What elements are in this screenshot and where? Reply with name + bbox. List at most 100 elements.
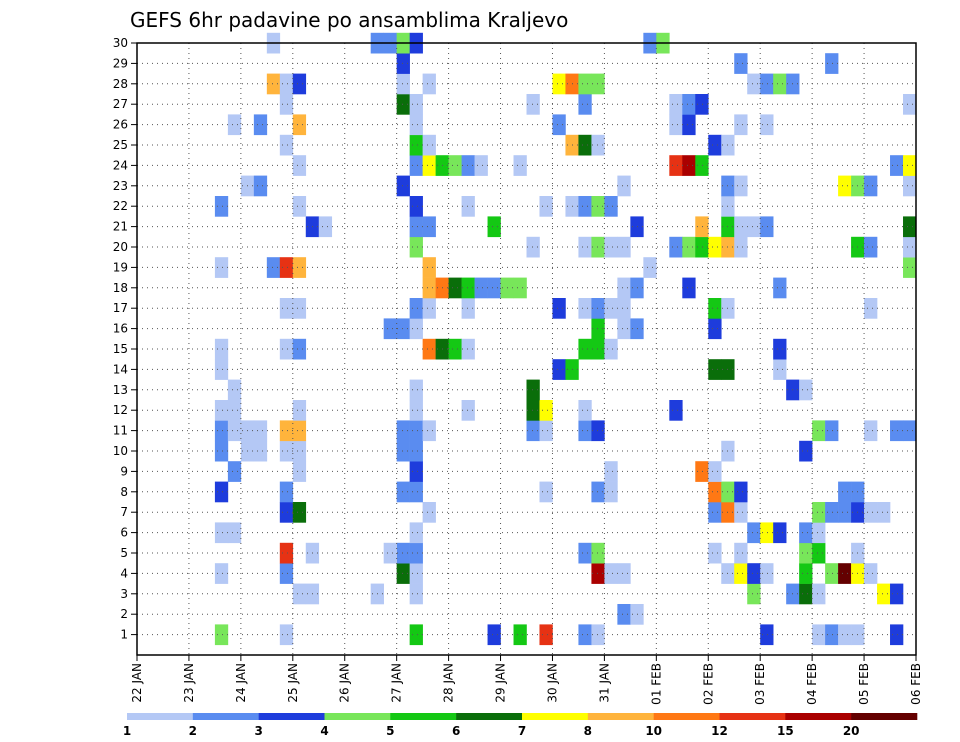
y-tick-label: 7	[120, 505, 128, 519]
heatmap-cell	[682, 114, 696, 136]
heatmap-cell	[708, 236, 722, 258]
heatmap-cell	[214, 257, 229, 278]
heatmap-cell	[539, 481, 553, 503]
heatmap-cell	[877, 502, 891, 523]
heatmap-cell	[448, 338, 462, 360]
color-scale-legend: 1 2 3 4 5 6 7 8 10 12 15 20	[123, 713, 918, 738]
heatmap-cell	[422, 420, 436, 442]
heatmap-cell	[838, 481, 852, 503]
color-scale-label: 3	[254, 724, 262, 738]
x-tick-label: 27 JAN	[390, 663, 404, 703]
heatmap-cell	[773, 73, 787, 95]
y-tick-label: 12	[113, 403, 128, 417]
heatmap-cell	[526, 400, 540, 421]
heatmap-cell	[903, 216, 917, 238]
heatmap-cell	[292, 420, 307, 442]
heatmap-cell	[747, 216, 761, 238]
heatmap-cell	[409, 542, 423, 564]
heatmap-cell	[708, 298, 722, 319]
heatmap-cell	[773, 338, 787, 360]
heatmap-cell	[409, 216, 423, 238]
color-scale-swatch	[851, 713, 918, 720]
y-tick-label: 11	[113, 424, 128, 438]
heatmap-cell	[760, 563, 774, 584]
heatmap-cell	[422, 502, 436, 523]
y-tick-label: 10	[113, 444, 128, 458]
y-tick-label: 6	[120, 526, 128, 540]
heatmap-cell	[825, 502, 839, 523]
heatmap-cell	[461, 155, 475, 176]
heatmap-cell	[799, 583, 813, 605]
color-scale-swatch	[192, 713, 259, 720]
heatmap-cell	[279, 73, 294, 95]
heatmap-cell	[214, 440, 229, 462]
heatmap-cell	[578, 134, 592, 156]
color-scale-label: 1	[123, 724, 131, 738]
heatmap-cell	[838, 624, 852, 646]
heatmap-cell	[799, 440, 813, 462]
y-axis: 1234567891011121314151617181920212223242…	[113, 36, 137, 642]
heatmap-cell	[669, 236, 683, 258]
color-scale-label: 8	[584, 724, 592, 738]
heatmap-cell	[227, 400, 242, 421]
heatmap-cell	[617, 277, 631, 299]
heatmap-cell	[279, 257, 294, 278]
heatmap-cell	[812, 522, 826, 544]
color-scale-swatch	[587, 713, 654, 720]
heatmap-cell	[604, 196, 618, 217]
heatmap-cell	[227, 420, 242, 442]
x-tick-label: 02 FEB	[701, 663, 715, 705]
heatmap-cell	[552, 114, 566, 136]
x-tick-label: 28 JAN	[442, 663, 456, 703]
heatmap-cell	[461, 196, 475, 217]
heatmap-cell	[409, 196, 423, 217]
heatmap-cell	[682, 277, 696, 299]
heatmap-cell	[266, 73, 281, 95]
heatmap-cell	[214, 522, 229, 544]
heatmap-cell	[409, 114, 423, 136]
y-tick-label: 20	[113, 240, 128, 254]
heatmap-cell	[760, 114, 774, 136]
heatmap-cell	[214, 338, 229, 360]
y-tick-label: 8	[120, 485, 128, 499]
heatmap-cell	[890, 420, 904, 442]
heatmap-cell	[591, 542, 605, 564]
heatmap-cell	[396, 318, 410, 340]
x-tick-label: 25 JAN	[286, 663, 300, 703]
heatmap-cell	[409, 461, 423, 482]
heatmap-cell	[214, 624, 229, 646]
heatmap-cell	[708, 502, 722, 523]
x-tick-label: 26 JAN	[338, 663, 352, 703]
heatmap-cell	[617, 236, 631, 258]
heatmap-cell	[682, 155, 696, 176]
heatmap-cell	[877, 583, 891, 605]
heatmap-cell	[591, 420, 605, 442]
heatmap-cell	[292, 257, 307, 278]
heatmap-cell	[578, 420, 592, 442]
x-tick-label: 01 FEB	[649, 663, 663, 705]
y-tick-label: 27	[113, 97, 128, 111]
heatmap-cell	[279, 542, 294, 564]
heatmap-cell	[734, 216, 748, 238]
x-tick-label: 30 JAN	[545, 663, 559, 703]
heatmap-cell	[292, 298, 307, 319]
heatmap-cell	[799, 522, 813, 544]
heatmap-cell	[214, 196, 229, 217]
color-scale-swatch	[522, 713, 589, 720]
heatmap-cell	[591, 563, 605, 584]
heatmap-cell	[591, 298, 605, 319]
heatmap-cell	[396, 73, 410, 95]
heatmap-cell	[760, 73, 774, 95]
heatmap-cell	[409, 420, 423, 442]
heatmap-cell	[292, 155, 307, 176]
x-tick-label: 23 JAN	[182, 663, 196, 703]
grid-lines	[137, 42, 916, 655]
heatmap-cell	[695, 461, 709, 482]
color-scale-label: 12	[711, 724, 728, 738]
heatmap-cell	[734, 542, 748, 564]
heatmap-cell	[292, 114, 307, 136]
heatmap-cell	[617, 318, 631, 340]
x-tick-label: 06 FEB	[909, 663, 923, 705]
heatmap-cell	[604, 338, 618, 360]
y-tick-label: 2	[120, 607, 128, 621]
